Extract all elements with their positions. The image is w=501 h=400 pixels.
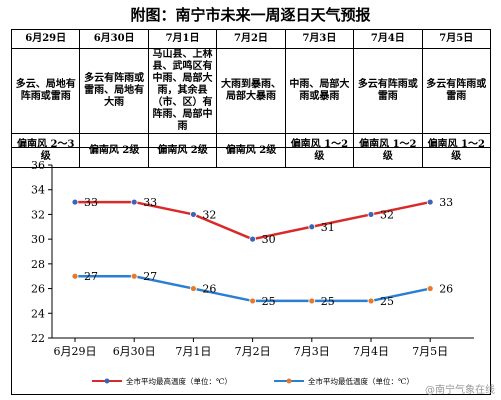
data-label: 33 bbox=[84, 196, 98, 209]
legend-label: 全市平均最低温度（单位：℃） bbox=[308, 376, 414, 386]
data-label: 32 bbox=[202, 208, 216, 221]
date-cell: 6月29日 bbox=[10, 29, 81, 49]
legend-swatch-marker bbox=[104, 378, 110, 384]
y-tick-label: 24 bbox=[31, 307, 45, 320]
data-label: 33 bbox=[143, 196, 157, 209]
data-label: 31 bbox=[321, 221, 335, 234]
page-title: 附图：南宁市未来一周逐日天气预报 bbox=[130, 6, 371, 24]
data-label: 26 bbox=[439, 283, 453, 296]
date-cell: 6月30日 bbox=[79, 29, 149, 49]
x-tick-label: 7月4日 bbox=[353, 345, 389, 358]
low-temp-point bbox=[189, 285, 197, 292]
x-tick-label: 7月1日 bbox=[175, 345, 211, 358]
weather-cell: 多云有阵雨或雷雨 bbox=[421, 48, 492, 134]
data-label: 27 bbox=[84, 270, 98, 283]
weather-cell: 多云有阵雨或雷雨、局地有大雨 bbox=[79, 48, 149, 134]
forecast-table: 6月29日 6月30日 7月1日 7月2日 7月3日 7月4日 7月5日 多云、… bbox=[10, 29, 492, 168]
high-temp-point bbox=[426, 198, 434, 206]
high-temp-point bbox=[71, 198, 79, 206]
data-label: 25 bbox=[321, 295, 335, 308]
legend-swatch-marker bbox=[286, 378, 292, 384]
data-label: 26 bbox=[202, 283, 216, 296]
data-label: 27 bbox=[143, 270, 157, 283]
high-temp-point bbox=[130, 198, 138, 206]
low-temp-point bbox=[249, 297, 257, 305]
watermark: @南宁气象在线 bbox=[425, 385, 495, 396]
temperature-chart-frame: 22 24 26 28 30 32 34 36 6月29日 6月30日 7月1日 7月2日 7月3日 7月… bbox=[11, 147, 491, 395]
high-temp-point bbox=[308, 223, 316, 231]
wind-cell: 偏南风 2级 bbox=[147, 133, 218, 168]
wind-cell: 偏南风 1～2级 bbox=[284, 133, 355, 168]
high-temp-line bbox=[75, 200, 431, 241]
legend-label: 全市平均最高温度（单位：℃） bbox=[126, 376, 232, 386]
y-tick-label: 32 bbox=[31, 208, 45, 221]
weather-cell: 多云有阵雨或雷雨 bbox=[353, 48, 423, 134]
weather-row: 多云、局地有阵雨或雷雨 多云有阵雨或雷雨、局地有大雨 马山县、上林县、武鸣区有中… bbox=[10, 48, 492, 134]
y-tick-label: 30 bbox=[31, 233, 45, 246]
low-temp-line bbox=[75, 274, 431, 303]
weather-cell: 多云、局地有阵雨或雷雨 bbox=[10, 48, 81, 134]
x-tick-label: 7月3日 bbox=[294, 345, 330, 358]
low-temp-point bbox=[426, 285, 434, 292]
x-tick-label: 7月2日 bbox=[235, 345, 271, 358]
data-label: 33 bbox=[439, 196, 453, 209]
date-cell: 7月3日 bbox=[284, 29, 355, 49]
y-tick-label: 36 bbox=[31, 159, 45, 172]
low-temp-point bbox=[308, 297, 316, 305]
y-tick-label: 22 bbox=[31, 332, 45, 345]
weather-cell: 马山县、上林县、武鸣区有中雨、局部大雨，其余县（市、区）有阵雨、局部中雨 bbox=[147, 48, 218, 134]
high-temp-point bbox=[367, 211, 375, 218]
data-label: 30 bbox=[262, 233, 276, 246]
y-tick-label: 26 bbox=[31, 283, 45, 296]
weather-cell: 大雨到暴雨、局部大暴雨 bbox=[216, 48, 286, 134]
low-temp-point bbox=[71, 272, 79, 280]
y-tick-label: 34 bbox=[31, 184, 45, 197]
wind-cell: 偏南风 1～2级 bbox=[421, 133, 492, 168]
date-cell: 7月4日 bbox=[353, 29, 423, 49]
wind-cell: 偏南风 2～3级 bbox=[10, 133, 81, 168]
low-temp-point bbox=[367, 297, 375, 305]
wind-cell: 偏南风 1～2级 bbox=[353, 133, 423, 168]
date-cell: 7月1日 bbox=[147, 29, 218, 49]
x-tick-label: 6月30日 bbox=[113, 345, 156, 358]
data-label: 32 bbox=[380, 208, 394, 221]
y-tick-label: 28 bbox=[31, 258, 45, 271]
data-label: 25 bbox=[380, 295, 394, 308]
date-row: 6月29日 6月30日 7月1日 7月2日 7月3日 7月4日 7月5日 bbox=[10, 29, 492, 49]
x-tick-label: 6月29日 bbox=[54, 345, 97, 358]
wind-row: 偏南风 2～3级 偏南风 2级 偏南风 2级 偏南风 2级 偏南风 1～2级 偏… bbox=[10, 133, 492, 168]
high-temp-point bbox=[189, 211, 197, 218]
wind-cell: 偏南风 2级 bbox=[79, 133, 149, 168]
x-tick-label: 7月5日 bbox=[412, 345, 448, 358]
date-cell: 7月2日 bbox=[216, 29, 286, 49]
data-label: 25 bbox=[262, 295, 276, 308]
wind-cell: 偏南风 2级 bbox=[216, 133, 286, 168]
high-temp-point bbox=[249, 235, 257, 243]
low-temp-point bbox=[130, 272, 138, 280]
date-cell: 7月5日 bbox=[421, 29, 492, 49]
temperature-chart: 22 24 26 28 30 32 34 36 6月29日 6月30日 7月1日 7月2日 7月3日 7月… bbox=[31, 159, 474, 386]
weather-cell: 中雨、局部大雨或暴雨 bbox=[284, 48, 355, 134]
